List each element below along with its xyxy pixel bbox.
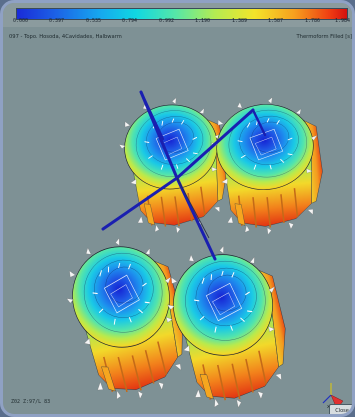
- tick-2: 0.535: [86, 18, 102, 24]
- part-cavity-top-left[interactable]: [113, 91, 236, 241]
- sprue-line: [176, 177, 210, 239]
- color-scale-bar: [16, 8, 348, 20]
- tick-7: 1.587: [268, 18, 284, 24]
- part-cavity-bottom-right[interactable]: [156, 236, 301, 415]
- result-info-bar: 097 - Topo. Hosoda, 4Cavidades, Halbwarm…: [7, 34, 352, 43]
- close-button[interactable]: Close: [329, 404, 352, 414]
- color-scale-ticks: 0.000 0.397 0.535 0.794 0.992 1.190 1.38…: [13, 18, 351, 26]
- tick-9: 1.984: [335, 18, 351, 24]
- tick-3: 0.794: [122, 18, 138, 24]
- status-readout: Z02 Z:97/L 83: [11, 399, 51, 405]
- tick-5: 1.190: [195, 18, 211, 24]
- tick-4: 0.992: [159, 18, 175, 24]
- tick-1: 0.397: [49, 18, 65, 24]
- project-title: 097 - Topo. Hosoda, 4Cavidades, Halbwarm: [9, 34, 122, 40]
- result-type-label: Thermoform Filled [s]: [296, 34, 352, 40]
- colorbar-legend: 0.000 0.397 0.535 0.794 0.992 1.190 1.38…: [3, 3, 352, 27]
- svg-text:x: x: [327, 404, 330, 410]
- tick-0: 0.000: [13, 18, 29, 24]
- tick-8: 1.786: [305, 18, 321, 24]
- 3d-viewport[interactable]: x: [3, 43, 355, 415]
- part-cavity-top-right[interactable]: [206, 92, 330, 241]
- tick-6: 1.389: [232, 18, 248, 24]
